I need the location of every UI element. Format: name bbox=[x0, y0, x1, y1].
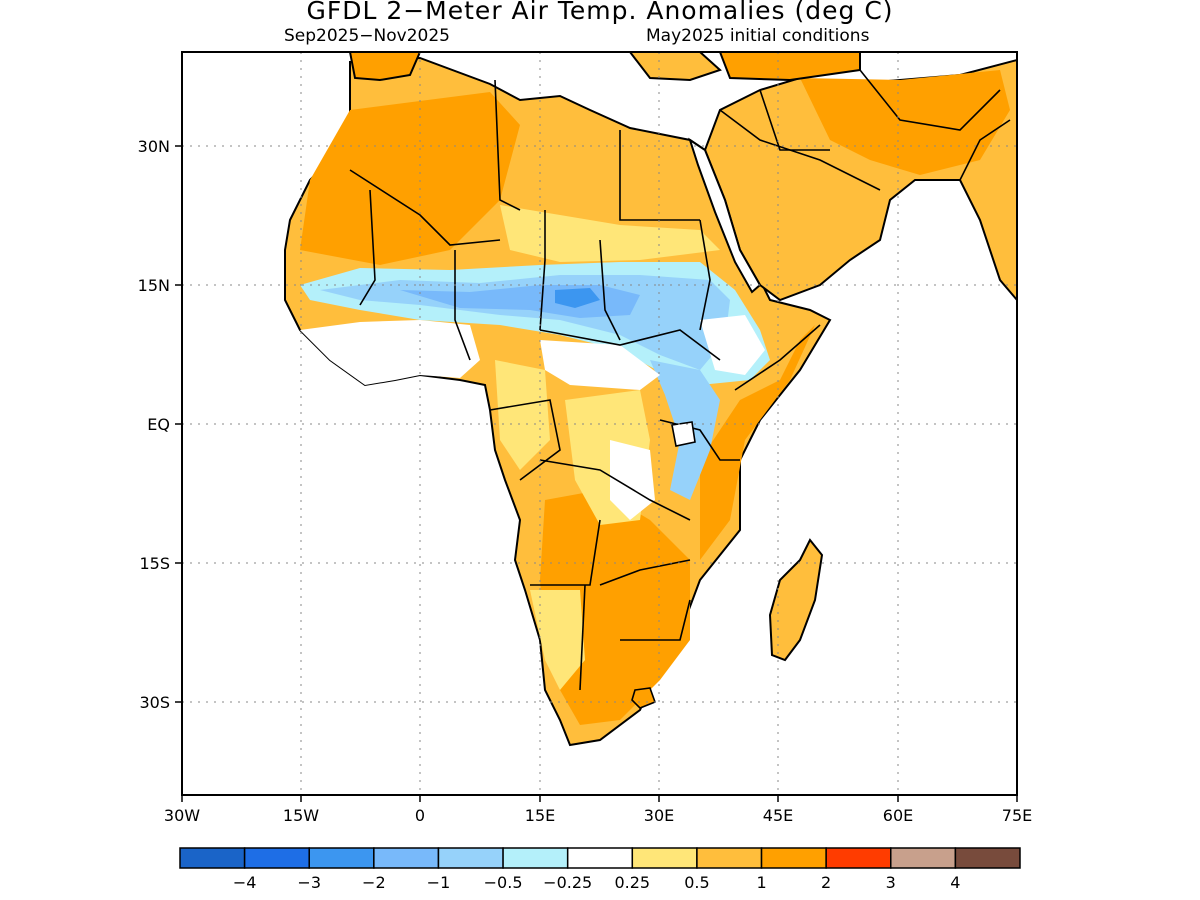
lake-victoria bbox=[671, 421, 696, 447]
x-tick-label: 45E bbox=[763, 806, 793, 825]
iran-warm-region bbox=[800, 70, 1010, 175]
y-tick-label: EQ bbox=[147, 415, 170, 434]
colorbar-swatch bbox=[696, 847, 763, 869]
colorbar-label: −0.5 bbox=[484, 873, 523, 892]
colorbar-swatch bbox=[502, 847, 569, 869]
namibia-yellow-patch bbox=[530, 590, 585, 690]
ethiopia-neutral-region bbox=[700, 315, 765, 375]
y-axis bbox=[175, 145, 182, 703]
west-africa-neutral-region bbox=[300, 320, 480, 385]
colorbar-swatch bbox=[308, 847, 375, 869]
colorbar-label: 2 bbox=[821, 873, 831, 892]
colorbar-label: 4 bbox=[950, 873, 960, 892]
x-tick-label: 15W bbox=[283, 806, 319, 825]
x-axis bbox=[181, 795, 1018, 802]
europe-landmass bbox=[348, 52, 422, 82]
colorbar-label: 0.5 bbox=[684, 873, 709, 892]
y-tick-label: 15N bbox=[138, 276, 170, 295]
x-tick-label: 30E bbox=[644, 806, 674, 825]
colorbar-label: 1 bbox=[756, 873, 766, 892]
colorbar-label: −1 bbox=[427, 873, 451, 892]
gridlines bbox=[182, 52, 1017, 795]
colorbar-label: 0.25 bbox=[614, 873, 650, 892]
colorbar-swatch bbox=[631, 847, 698, 869]
colorbar-label: 3 bbox=[886, 873, 896, 892]
colorbar-swatch bbox=[373, 847, 440, 869]
colorbar-swatch bbox=[179, 847, 246, 869]
colorbar-swatch bbox=[566, 847, 634, 869]
x-tick-label: 15E bbox=[525, 806, 555, 825]
central-africa-neutral-region bbox=[540, 340, 660, 390]
sahel-cool-core bbox=[555, 288, 600, 308]
colorbar-label: −2 bbox=[362, 873, 386, 892]
colorbar-swatch bbox=[954, 847, 1021, 869]
colorbar-label: −3 bbox=[297, 873, 321, 892]
colorbar: −4 −3 −2 −1 −0.5 −0.25 0.25 0.5 1 2 3 4 bbox=[179, 847, 1021, 892]
east-africa-warm-strip bbox=[700, 325, 815, 560]
lesotho-outline bbox=[631, 687, 657, 709]
country-borders bbox=[349, 69, 1011, 691]
y-tick-label: 30S bbox=[139, 693, 170, 712]
x-tick-label: 0 bbox=[415, 806, 425, 825]
x-tick-label: 75E bbox=[1002, 806, 1032, 825]
map-area bbox=[182, 52, 1017, 795]
initial-conditions-label: May2025 initial conditions bbox=[646, 26, 870, 46]
madagascar bbox=[768, 538, 824, 662]
x-tick-label: 60E bbox=[883, 806, 913, 825]
red-sea bbox=[688, 137, 762, 294]
season-label: Sep2025−Nov2025 bbox=[284, 26, 450, 46]
y-tick-label: 15S bbox=[139, 554, 170, 573]
colorbar-swatch bbox=[437, 847, 504, 869]
x-tick-label: 30W bbox=[164, 806, 200, 825]
southeast-europe-landmass bbox=[628, 52, 722, 82]
turkey-landmass bbox=[718, 52, 861, 82]
colorbar-label: −4 bbox=[233, 873, 257, 892]
colorbar-swatch bbox=[825, 847, 892, 869]
colorbar-swatch bbox=[890, 847, 957, 869]
colorbar-swatch bbox=[243, 847, 310, 869]
colorbar-label: −0.25 bbox=[543, 873, 592, 892]
congo-yellow-patch bbox=[495, 360, 550, 470]
map-title: GFDL 2−Meter Air Temp. Anomalies (deg C) bbox=[306, 0, 894, 25]
colorbar-swatch bbox=[760, 847, 827, 869]
sahel-yellow-band bbox=[500, 205, 720, 262]
y-tick-label: 30N bbox=[138, 137, 170, 156]
congo-basin-neutral-region bbox=[610, 440, 655, 520]
sahara-warm-region bbox=[300, 92, 520, 265]
